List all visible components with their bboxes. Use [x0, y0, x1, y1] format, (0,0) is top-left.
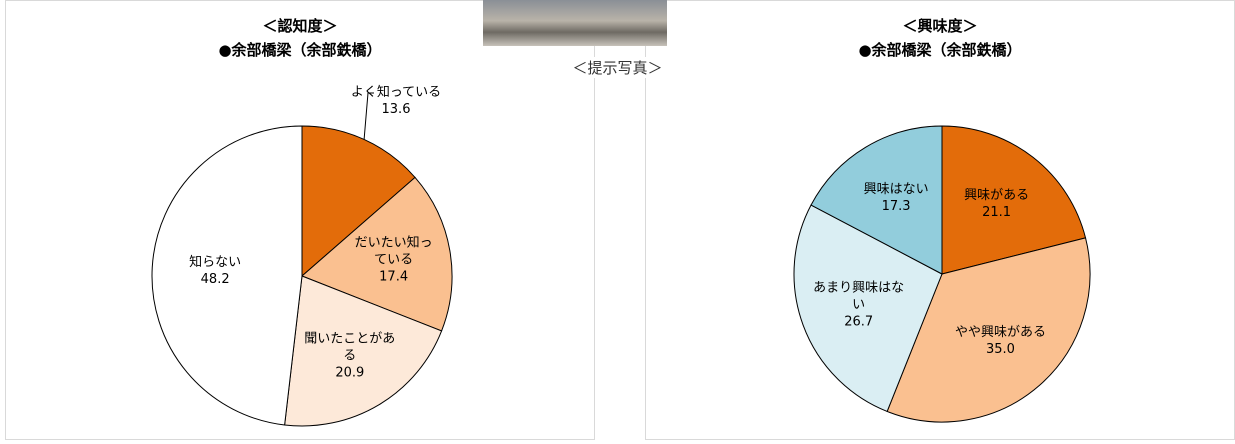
chart-subtitle: ●余部橋梁（余部鉄橋）	[858, 41, 1022, 59]
category-label: よく知っている	[350, 85, 442, 100]
data-label: 知らない 48.2	[175, 254, 255, 288]
pie-slice	[301, 176, 453, 332]
pie-slice	[284, 275, 443, 427]
value-label: 35.0	[985, 341, 1015, 357]
pie-slice	[793, 204, 943, 413]
value-label: 26.7	[844, 314, 874, 330]
chart-panel: ＜認知度＞ ●余部橋梁（余部鉄橋） よく知っている 13.6 だいたい知っている 17…	[5, 0, 595, 440]
category-label: 興味がある	[964, 187, 1030, 203]
category-label: やや興味がある	[954, 324, 1046, 340]
value-label: 21.1	[982, 204, 1012, 220]
pie-slice	[941, 125, 1087, 275]
pie	[793, 125, 1091, 423]
chart-subtitle: ●余部橋梁（余部鉄橋）	[218, 41, 382, 59]
photo-caption: ＜提示写真＞	[560, 57, 675, 78]
pie-slice	[886, 237, 1091, 423]
value-label: 17.4	[379, 269, 409, 285]
category-label: あまり興味はない	[813, 280, 905, 313]
data-label: よく知っている 13.6	[341, 84, 451, 118]
category-label: だいたい知っている	[354, 235, 433, 268]
pie-slice	[301, 125, 416, 278]
category-label: 興味はない	[863, 181, 929, 197]
pie-slice	[810, 125, 943, 275]
chart-title: ＜興味度＞	[902, 17, 978, 35]
value-label: 17.3	[881, 198, 911, 214]
pie-slice	[151, 125, 303, 426]
value-label: 48.2	[200, 271, 230, 287]
data-label: やや興味がある 35.0	[945, 324, 1055, 358]
photo	[483, 0, 667, 46]
data-label: あまり興味はない 26.7	[809, 279, 909, 330]
value-label: 13.6	[381, 102, 411, 117]
chart-title: ＜認知度＞	[262, 17, 338, 35]
data-label: 興味がある 21.1	[952, 187, 1042, 221]
category-label: 知らない	[189, 254, 242, 270]
chart-panel: ＜興味度＞ ●余部橋梁（余部鉄橋） 興味がある 21.1 やや興味がある 35.0 あま…	[645, 0, 1235, 440]
category-label: 聞いたことがある	[304, 331, 396, 364]
pie	[151, 92, 453, 427]
leader-line	[363, 92, 374, 140]
data-label: 興味はない 17.3	[856, 181, 936, 215]
data-label: だいたい知っている 17.4	[349, 235, 439, 286]
value-label: 20.9	[335, 365, 365, 381]
data-label: 聞いたことがある 20.9	[300, 330, 400, 381]
